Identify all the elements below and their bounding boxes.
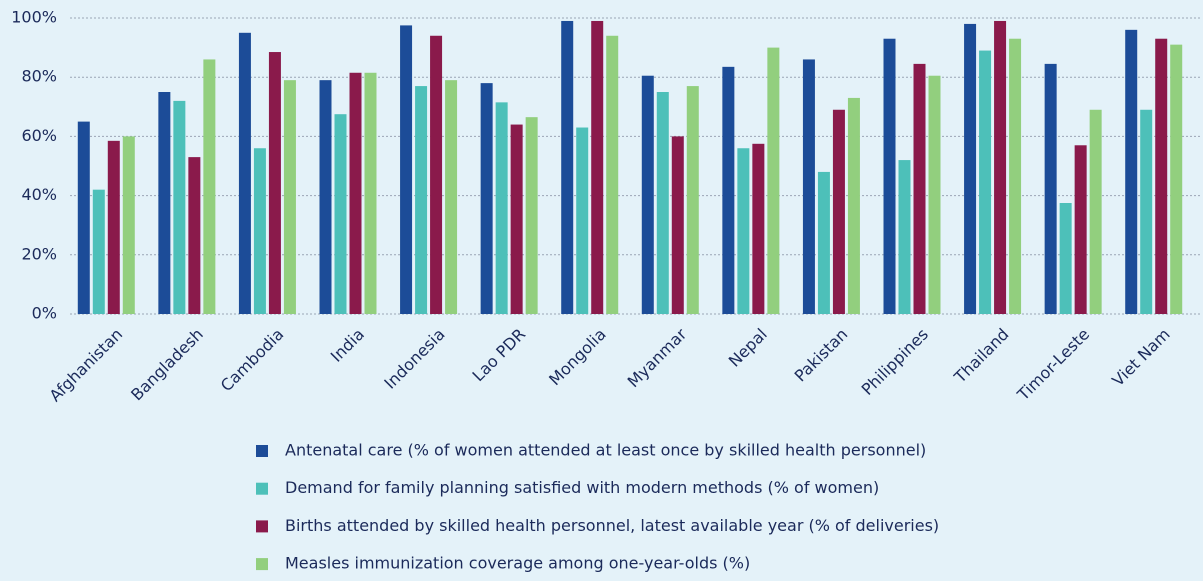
bar bbox=[480, 83, 493, 315]
bar bbox=[656, 92, 669, 314]
bar bbox=[158, 92, 171, 314]
bar bbox=[1044, 63, 1057, 314]
legend-label: Births attended by skilled health person… bbox=[285, 516, 939, 535]
y-tick-label: 60% bbox=[21, 126, 57, 145]
bar bbox=[1125, 29, 1138, 315]
bar bbox=[802, 59, 815, 314]
bar bbox=[964, 23, 977, 314]
bar bbox=[641, 75, 654, 314]
x-tick-label: Thailand bbox=[950, 325, 1013, 388]
bar bbox=[1089, 109, 1102, 314]
x-tick-label: Pakistan bbox=[791, 325, 852, 386]
legend-label: Measles immunization coverage among one-… bbox=[285, 554, 750, 573]
bar bbox=[334, 114, 347, 314]
x-tick-label: Cambodia bbox=[217, 325, 288, 396]
x-tick-label: Myanmar bbox=[624, 324, 691, 391]
bar bbox=[319, 80, 332, 314]
bar bbox=[576, 127, 589, 315]
bar bbox=[122, 136, 135, 314]
y-tick-label: 100% bbox=[11, 8, 57, 27]
bar bbox=[400, 25, 413, 315]
bar bbox=[525, 117, 538, 314]
bar bbox=[107, 140, 120, 314]
bar bbox=[268, 52, 281, 314]
y-tick-label: 80% bbox=[21, 67, 57, 86]
bar bbox=[203, 59, 216, 314]
bar bbox=[686, 86, 699, 314]
bar bbox=[913, 63, 926, 314]
legend-swatch bbox=[256, 445, 268, 457]
bar bbox=[92, 189, 105, 314]
bar bbox=[445, 80, 458, 314]
x-tick-label: Lao PDR bbox=[469, 325, 530, 386]
bar bbox=[1140, 109, 1153, 314]
bar bbox=[364, 72, 377, 314]
bar bbox=[283, 80, 296, 314]
bar bbox=[253, 148, 266, 314]
bar bbox=[832, 109, 845, 314]
bar bbox=[430, 35, 443, 314]
bar bbox=[510, 124, 523, 314]
bar bbox=[928, 75, 941, 314]
bar bbox=[1009, 38, 1022, 314]
bar bbox=[77, 121, 90, 314]
legend-swatch bbox=[256, 482, 268, 495]
legend-swatch bbox=[256, 558, 268, 571]
bar bbox=[752, 143, 765, 314]
bar bbox=[606, 35, 619, 314]
bar bbox=[591, 20, 604, 315]
y-tick-label: 40% bbox=[21, 185, 57, 204]
bar bbox=[671, 136, 684, 314]
bar bbox=[817, 171, 830, 314]
bar bbox=[173, 100, 186, 314]
bar bbox=[847, 97, 860, 314]
y-tick-label: 20% bbox=[21, 244, 57, 263]
x-tick-label: Bangladesh bbox=[127, 325, 207, 405]
x-tick-label: Mongolia bbox=[545, 325, 610, 390]
x-tick-label: Timor-Leste bbox=[1013, 325, 1093, 405]
bar bbox=[1155, 38, 1168, 314]
legend-label: Demand for family planning satisfied wit… bbox=[285, 478, 879, 497]
x-tick-label: Afghanistan bbox=[46, 325, 127, 406]
bar bbox=[883, 38, 896, 314]
bar bbox=[1074, 145, 1087, 314]
bar bbox=[561, 20, 574, 315]
legend-label: Antenatal care (% of women attended at l… bbox=[285, 441, 926, 460]
bar bbox=[349, 72, 362, 314]
x-tick-label: Viet Nam bbox=[1108, 325, 1173, 390]
bar bbox=[979, 50, 992, 315]
bar bbox=[1059, 203, 1072, 314]
x-tick-label: Philippines bbox=[858, 325, 932, 399]
x-tick-label: Indonesia bbox=[380, 325, 448, 393]
y-tick-label: 0% bbox=[32, 304, 57, 323]
bar bbox=[722, 66, 735, 314]
bar bbox=[238, 32, 251, 315]
bar bbox=[767, 47, 780, 314]
bar bbox=[994, 20, 1007, 315]
x-tick-label: Nepal bbox=[725, 325, 771, 371]
bar bbox=[898, 160, 911, 314]
bar bbox=[495, 102, 508, 314]
bar bbox=[1170, 44, 1183, 314]
bar bbox=[188, 157, 201, 314]
bar bbox=[415, 86, 428, 314]
x-tick-label: India bbox=[327, 325, 368, 366]
bar bbox=[737, 148, 750, 314]
legend-swatch bbox=[256, 520, 268, 533]
